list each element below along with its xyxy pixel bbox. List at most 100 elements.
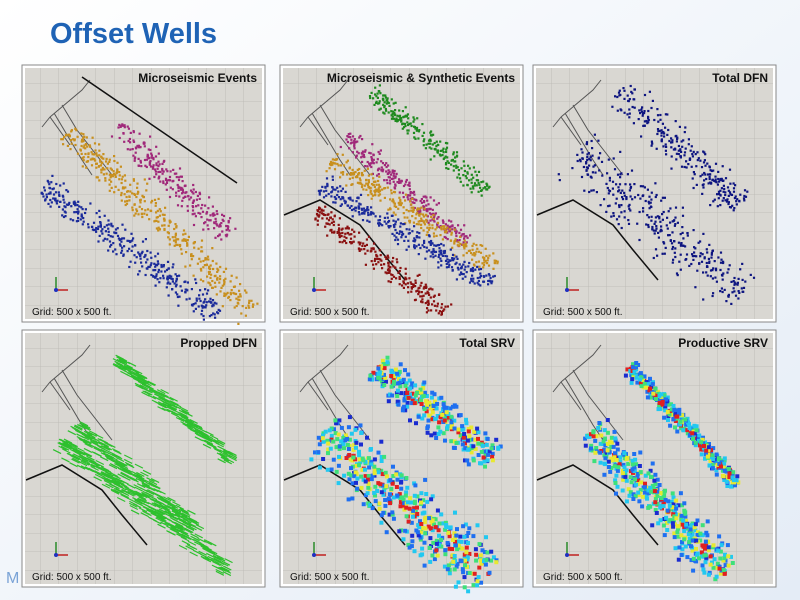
event-dot [712,267,715,270]
srv-cell [458,433,463,438]
event-dot [388,179,391,182]
event-dot [640,110,643,113]
srv-cell [401,537,406,542]
srv-cell [377,506,382,511]
event-dot [438,250,441,253]
srv-cell [387,512,392,517]
event-dot [726,186,730,189]
event-dot [95,227,98,230]
event-dot [95,154,98,157]
srv-cell [355,476,360,481]
fracture [208,437,218,443]
event-dot [373,103,376,106]
srv-cell [348,457,353,462]
srv-cell [382,372,386,377]
event-dot [718,193,721,196]
event-dot [387,111,390,114]
event-dot [623,194,626,197]
fracture [133,473,143,479]
event-dot [429,287,432,290]
event-dot [150,273,153,277]
event-dot [171,188,174,191]
srv-cell [655,389,660,394]
srv-cell [410,398,415,403]
event-dot [205,292,209,295]
event-dot [347,227,350,230]
srv-cell [409,544,414,549]
srv-cell [334,445,339,450]
event-dot [413,245,416,248]
event-dot [84,152,87,156]
event-dot [677,152,680,156]
event-dot [456,244,459,247]
event-dot [691,155,694,158]
fracture [94,473,104,479]
event-dot [375,254,378,258]
event-dot [719,189,722,192]
srv-cell [445,567,450,572]
fracture [157,509,166,515]
event-dot [429,196,432,199]
event-dot [456,176,459,179]
event-dot [132,178,135,181]
fracture [156,509,165,515]
srv-cell [437,396,442,401]
event-dot [442,250,445,253]
event-dot [200,269,203,272]
event-dot [152,158,155,161]
event-dot [420,223,423,226]
event-dot [390,214,393,217]
event-dot [113,231,116,234]
event-dot [487,264,491,267]
event-dot [347,135,350,138]
srv-cell [433,417,438,422]
event-dot [417,293,420,296]
event-dot [139,146,142,149]
srv-cell [489,549,494,554]
event-dot [212,312,215,315]
srv-cell [487,449,492,454]
srv-cell [376,375,381,380]
event-dot [397,207,400,210]
srv-cell [422,413,427,418]
event-dot [403,239,406,242]
event-dot [414,279,417,282]
event-dot [137,273,140,276]
event-dot [423,138,426,141]
event-dot [415,236,418,239]
event-dot [693,246,696,249]
event-dot [175,280,178,283]
event-dot [416,117,419,120]
event-dot [362,153,365,156]
event-dot [378,224,381,227]
srv-cell [409,520,414,525]
event-dot [444,254,447,258]
event-dot [352,173,356,176]
event-dot [462,233,465,236]
srv-cell [673,425,677,430]
event-dot [650,219,653,222]
event-dot [64,215,67,218]
event-dot [436,217,439,220]
event-dot [693,251,696,254]
event-dot [82,217,85,220]
srv-cell [354,440,359,445]
event-dot [333,168,337,171]
event-dot [733,207,736,210]
event-dot [704,173,707,176]
event-dot [211,279,214,283]
event-dot [194,302,197,305]
srv-cell [425,402,429,407]
event-dot [98,165,101,168]
fracture [167,409,176,415]
event-dot [199,212,202,215]
event-dot [222,214,226,218]
srv-cell [367,377,372,382]
srv-cell [341,442,346,446]
event-dot [225,293,228,296]
fracture [181,522,190,528]
srv-cell [359,474,364,479]
srv-cell [361,477,366,482]
event-dot [488,185,491,188]
srv-cell [434,436,439,440]
